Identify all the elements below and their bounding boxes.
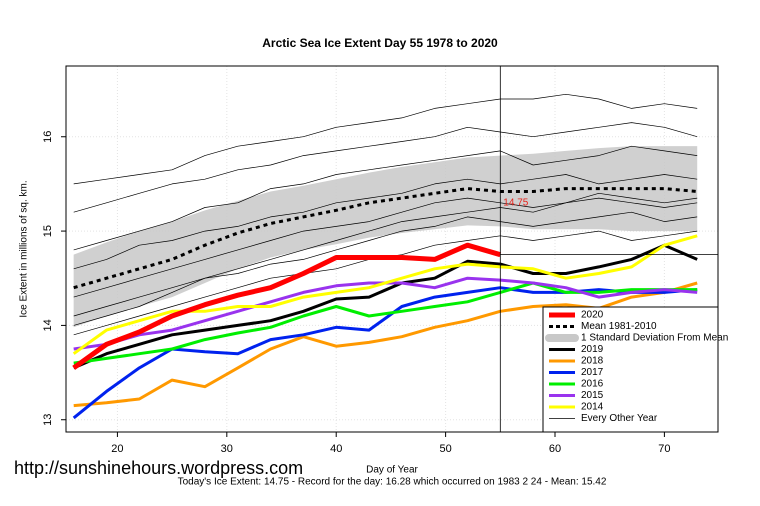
legend-label: 1 Standard Deviation From Mean: [581, 333, 728, 344]
y-tick-label: 15: [42, 225, 54, 237]
series-line: [72, 286, 698, 420]
legend-label: 2014: [581, 402, 604, 413]
other-year-line: [73, 174, 698, 270]
x-tick-label: 70: [658, 443, 670, 455]
legend-box: [542, 306, 719, 433]
x-tick-label: 40: [330, 443, 342, 455]
legend-label: 2019: [581, 344, 604, 355]
other-year-line: [73, 197, 698, 298]
other-year-line: [73, 145, 698, 251]
other-year-line: [73, 192, 698, 326]
legend-label: Mean 1981-2010: [581, 321, 657, 332]
watermark: http://sunshinehours.wordpress.com: [14, 458, 303, 478]
y-tick-label: 13: [42, 414, 54, 426]
sd-band: [73, 146, 698, 328]
legend-label: Every Other Year: [581, 413, 658, 424]
legend-label: 2016: [581, 379, 604, 390]
y-tick-label: 16: [42, 131, 54, 143]
series-line: [73, 243, 698, 370]
series-line: [72, 242, 501, 370]
footer: Today's Ice Extent: 14.75 - Record for t…: [178, 477, 607, 488]
legend-label: 2018: [581, 356, 604, 367]
legend-label: 2020: [581, 310, 604, 321]
other-year-line: [73, 122, 698, 213]
series-line: [72, 234, 698, 355]
plot-frame: [65, 65, 719, 433]
annotation-label: 14.75: [503, 197, 528, 208]
other-year-line: [73, 211, 698, 317]
x-tick-label: 50: [439, 443, 451, 455]
x-tick-label: 30: [221, 443, 233, 455]
legend-label: 2017: [581, 367, 604, 378]
other-year-line: [73, 93, 698, 185]
x-axis-label: Day of Year: [366, 465, 418, 476]
x-tick-label: 20: [111, 443, 123, 455]
y-tick-label: 14: [42, 319, 54, 331]
legend-label: 2015: [581, 390, 604, 401]
y-axis-label: Ice Extent in millions of sq. km.: [19, 180, 30, 317]
series-line: [73, 281, 698, 365]
chart-title: Arctic Sea Ice Extent Day 55 1978 to 202…: [262, 36, 498, 50]
x-tick-label: 60: [549, 443, 561, 455]
